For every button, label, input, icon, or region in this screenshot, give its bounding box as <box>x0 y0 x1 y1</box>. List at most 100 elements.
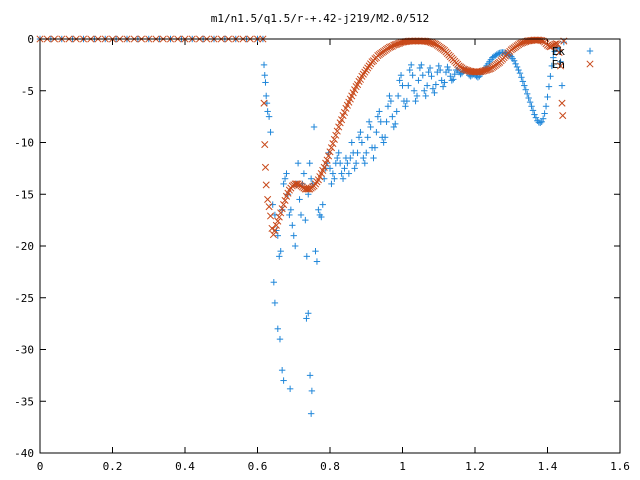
data-point <box>441 79 448 86</box>
data-point <box>410 87 418 94</box>
data-point <box>300 170 308 177</box>
data-point <box>263 99 271 107</box>
data-point <box>286 385 294 393</box>
data-point <box>510 57 518 64</box>
data-point <box>336 160 344 167</box>
y-tick-label: -10 <box>14 137 34 150</box>
data-point <box>267 128 274 136</box>
data-point <box>531 111 538 118</box>
data-point <box>408 61 415 69</box>
x-tick-label: 0.4 <box>175 460 195 473</box>
data-point <box>448 77 455 84</box>
data-point <box>274 217 282 225</box>
data-point <box>444 63 451 71</box>
data-point <box>439 83 447 90</box>
data-point <box>302 216 309 224</box>
data-point <box>367 123 374 131</box>
data-point <box>412 97 419 105</box>
data-point <box>545 83 553 90</box>
data-point <box>345 170 353 177</box>
data-point <box>397 72 405 79</box>
data-point <box>331 175 338 182</box>
data-point <box>376 108 383 115</box>
data-point <box>263 92 270 100</box>
data-point <box>402 103 409 110</box>
data-point <box>275 213 283 221</box>
data-point <box>296 196 303 203</box>
x-tick-label: 1.6 <box>610 460 630 473</box>
data-point <box>525 94 532 102</box>
data-point <box>334 154 341 162</box>
data-point <box>495 50 502 57</box>
data-point <box>326 165 334 172</box>
x-tick-label: 0.8 <box>320 460 340 473</box>
data-point <box>335 123 343 131</box>
data-point <box>426 64 434 72</box>
data-point <box>357 128 364 136</box>
data-point <box>535 36 543 44</box>
data-point <box>516 69 524 77</box>
legend-label: Eh <box>552 58 565 71</box>
data-point <box>422 92 429 100</box>
data-point <box>445 66 453 74</box>
tick-labels: 0 0.2 0.4 0.6 0.8 1 1.2 1.4 1.6 0 -5 -10 -15 -20 -25 -3… <box>14 33 630 473</box>
data-point <box>358 139 366 146</box>
data-point <box>277 209 285 217</box>
data-point <box>431 89 438 97</box>
data-point <box>280 377 287 384</box>
data-point <box>373 128 380 136</box>
data-point <box>450 76 457 83</box>
data-point <box>432 81 440 88</box>
legend-marker <box>586 60 594 68</box>
data-point <box>551 40 559 48</box>
data-point <box>394 92 402 100</box>
data-point <box>303 185 311 193</box>
data-point <box>320 163 328 171</box>
data-point <box>262 79 269 86</box>
data-point <box>384 103 392 110</box>
data-point <box>328 180 335 188</box>
data-point <box>538 118 545 125</box>
data-point <box>329 139 337 148</box>
data-point <box>286 211 293 219</box>
data-point <box>381 134 389 141</box>
data-point <box>287 206 295 213</box>
data-point <box>265 203 273 211</box>
data-point <box>327 144 336 152</box>
data-point <box>290 232 297 239</box>
series-layer <box>36 35 568 417</box>
data-point <box>542 103 550 110</box>
data-point <box>545 42 553 50</box>
data-point <box>341 165 348 172</box>
legend-marker <box>586 47 594 55</box>
data-point <box>390 123 397 131</box>
data-point <box>335 149 342 157</box>
data-point <box>513 63 521 71</box>
data-point <box>415 77 422 84</box>
data-point <box>266 212 275 220</box>
y-tick-label: -15 <box>14 188 34 201</box>
data-point <box>557 58 564 65</box>
data-point <box>429 85 437 92</box>
data-point <box>364 134 371 141</box>
data-point <box>493 51 500 58</box>
data-point <box>556 62 565 70</box>
data-point <box>324 152 333 160</box>
data-point <box>521 82 528 89</box>
data-point <box>560 38 568 46</box>
data-point <box>280 180 287 188</box>
data-point <box>360 154 367 162</box>
data-point <box>554 40 562 48</box>
y-tick-label: -30 <box>14 344 34 357</box>
data-point <box>515 66 522 74</box>
data-point <box>524 90 531 98</box>
data-point <box>280 201 288 209</box>
data-point <box>283 170 290 177</box>
data-point <box>278 205 286 213</box>
data-point <box>447 73 454 80</box>
data-point <box>361 160 368 167</box>
data-point <box>274 325 281 332</box>
x-tick-label: 1.2 <box>465 460 485 473</box>
data-point <box>338 116 346 124</box>
data-point <box>315 206 322 213</box>
